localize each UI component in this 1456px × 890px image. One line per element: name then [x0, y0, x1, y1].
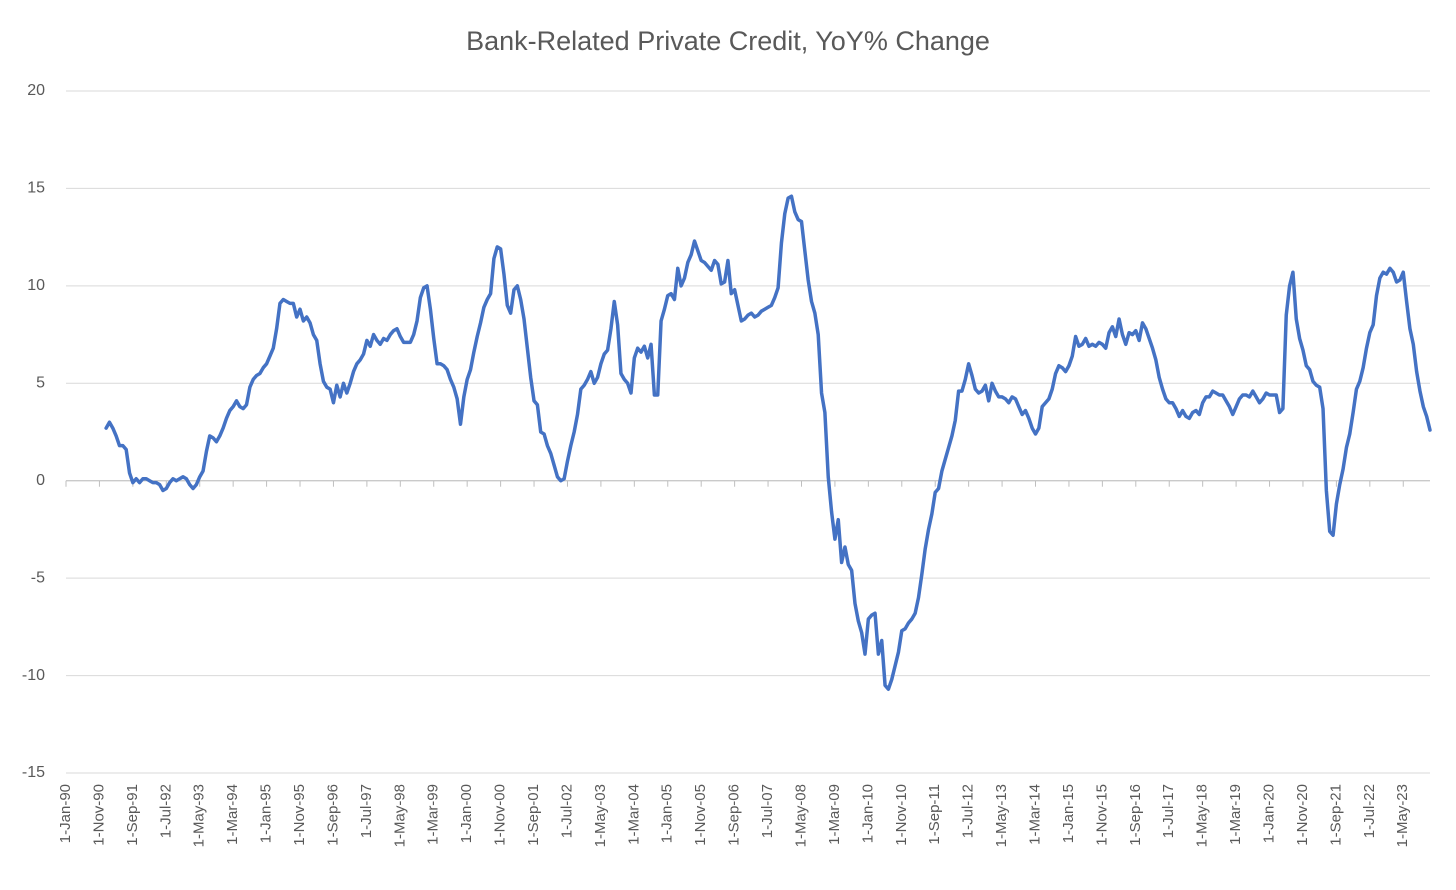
x-tick-label: 1-Sep-01 [525, 784, 542, 846]
x-tick-label: 1-Nov-15 [1093, 784, 1110, 846]
x-tick-label: 1-Jan-90 [57, 784, 74, 843]
x-tick-label: 1-Jul-12 [960, 784, 977, 838]
x-tick-label: 1-May-08 [792, 784, 809, 847]
x-tick-label: 1-Jul-02 [558, 784, 575, 838]
x-tick-label: 1-Jan-05 [659, 784, 676, 843]
x-tick-label: 1-Jan-20 [1260, 784, 1277, 843]
x-tick-label: 1-May-98 [391, 784, 408, 847]
x-tick-label: 1-Nov-00 [492, 784, 509, 846]
x-tick-label: 1-Sep-16 [1127, 784, 1144, 846]
x-tick-label: 1-Sep-21 [1327, 784, 1344, 846]
x-tick-label: 1-Jan-00 [458, 784, 475, 843]
x-tick-label: 1-Jul-92 [157, 784, 174, 838]
x-tick-label: 1-Jan-10 [859, 784, 876, 843]
y-tick-label: 0 [36, 472, 45, 489]
x-tick-label: 1-Mar-14 [1026, 784, 1043, 845]
x-tick-label: 1-May-23 [1394, 784, 1411, 847]
y-tick-label: 5 [36, 375, 45, 392]
x-tick-label: 1-Nov-10 [893, 784, 910, 846]
x-tick-label: 1-May-03 [592, 784, 609, 847]
x-tick-label: 1-May-18 [1194, 784, 1211, 847]
x-tick-label: 1-Sep-91 [124, 784, 141, 846]
x-tick-label: 1-Jan-95 [258, 784, 275, 843]
x-tick-label: 1-Nov-05 [692, 784, 709, 846]
x-tick-label: 1-Jul-07 [759, 784, 776, 838]
x-tick-label: 1-Mar-04 [625, 784, 642, 845]
x-tick-label: 1-Sep-96 [324, 784, 341, 846]
x-tick-label: 1-Jan-15 [1060, 784, 1077, 843]
x-tick-label: 1-Mar-94 [224, 784, 241, 845]
data-line [104, 194, 1432, 691]
chart-title: Bank-Related Private Credit, YoY% Change [466, 26, 990, 56]
x-tick-label: 1-May-93 [191, 784, 208, 847]
x-tick-label: 1-Nov-90 [90, 784, 107, 846]
x-tick-label: 1-Mar-99 [425, 784, 442, 845]
x-tick-label: 1-May-13 [993, 784, 1010, 847]
y-tick-label: 20 [27, 82, 45, 99]
y-tick-label: 15 [27, 180, 45, 197]
x-tick-label: 1-Jul-97 [358, 784, 375, 838]
x-tick-label: 1-Sep-06 [726, 784, 743, 846]
x-tick-label: 1-Sep-11 [926, 784, 943, 845]
x-tick-label: 1-Jul-17 [1160, 784, 1177, 838]
x-tick-label: 1-Mar-19 [1227, 784, 1244, 845]
y-tick-label: -15 [22, 764, 45, 781]
y-tick-label: -5 [31, 569, 45, 586]
x-tick-label: 1-Nov-95 [291, 784, 308, 846]
x-tick-label: 1-Mar-09 [826, 784, 843, 845]
x-tick-label: 1-Jul-22 [1361, 784, 1378, 838]
y-tick-label: -10 [22, 667, 45, 684]
y-tick-label: 10 [27, 277, 45, 294]
x-tick-label: 1-Nov-20 [1294, 784, 1311, 846]
